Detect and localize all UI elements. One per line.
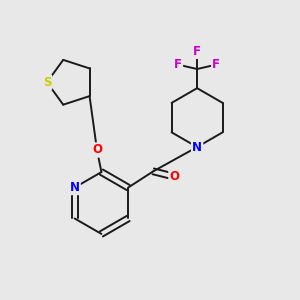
Text: N: N [70,181,80,194]
Text: S: S [43,76,51,89]
Text: O: O [92,143,102,157]
Text: N: N [192,141,202,154]
Text: F: F [212,58,220,71]
Text: O: O [169,170,179,183]
Text: F: F [193,45,201,58]
Text: F: F [174,58,182,71]
